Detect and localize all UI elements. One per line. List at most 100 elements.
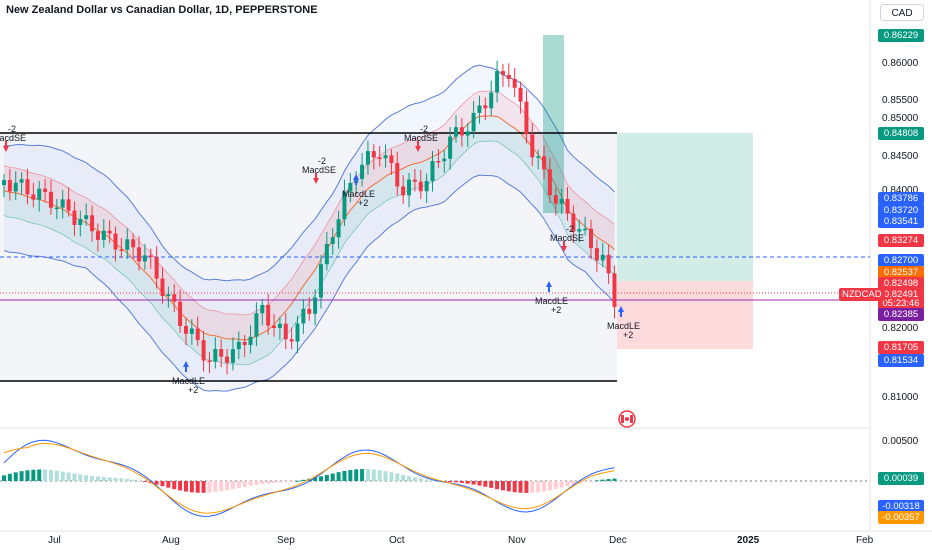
candle-body bbox=[453, 127, 458, 137]
macd-tag: -0.00318 bbox=[878, 500, 924, 513]
macd-bar bbox=[125, 478, 130, 481]
macd-bar bbox=[60, 471, 65, 481]
macd-bar bbox=[260, 481, 265, 485]
candle-body bbox=[137, 247, 142, 262]
macd-bar bbox=[142, 481, 147, 482]
price-tag: 0.83274 bbox=[878, 234, 924, 247]
macd-bar bbox=[107, 477, 112, 481]
candle-body bbox=[336, 219, 341, 238]
date-axis[interactable]: Jul Aug Sep Oct Nov Dec 2025 Feb bbox=[0, 531, 873, 550]
candle-body bbox=[84, 215, 89, 220]
candle-body bbox=[154, 256, 159, 279]
price-tag: 0.82498 bbox=[878, 277, 924, 290]
macd-bar bbox=[600, 479, 605, 481]
candle-body bbox=[448, 136, 453, 159]
macd-bar bbox=[37, 469, 42, 481]
macd-bar bbox=[571, 481, 576, 485]
candle-body bbox=[395, 162, 400, 187]
macd-bar bbox=[395, 473, 400, 481]
macd-bar bbox=[518, 481, 523, 493]
macd-bar bbox=[412, 477, 417, 481]
svg-text:-2: -2 bbox=[318, 156, 326, 166]
macd-bar bbox=[289, 481, 294, 482]
candle-body bbox=[524, 101, 529, 135]
candle-body bbox=[125, 239, 130, 250]
svg-text:MacdLE: MacdLE bbox=[342, 189, 375, 199]
candle-body bbox=[113, 233, 118, 250]
macd-bar bbox=[354, 469, 359, 481]
candle-body bbox=[183, 326, 188, 334]
macd-bar bbox=[13, 472, 18, 481]
svg-text:MacdSE: MacdSE bbox=[550, 233, 584, 243]
candle-body bbox=[371, 151, 376, 158]
candle-body bbox=[172, 294, 177, 302]
macd-bar bbox=[160, 481, 165, 487]
macd-tick-label: 0.00500 bbox=[882, 436, 919, 447]
candle-body bbox=[19, 179, 24, 183]
macd-bar bbox=[207, 481, 212, 493]
candle-body bbox=[254, 313, 259, 337]
currency-button[interactable]: CAD bbox=[880, 4, 924, 21]
candle-body bbox=[37, 188, 42, 200]
macd-bar bbox=[84, 475, 89, 481]
svg-text:+2: +2 bbox=[623, 330, 633, 340]
price-tag: 0.81534 bbox=[878, 354, 924, 367]
macd-bar bbox=[465, 481, 470, 484]
candle-body bbox=[189, 328, 194, 334]
candle-body bbox=[236, 341, 241, 350]
candle-body bbox=[266, 304, 271, 326]
date-tick-label: 2025 bbox=[737, 535, 760, 546]
position-loss-zone bbox=[617, 281, 753, 349]
macd-bar bbox=[213, 481, 218, 492]
macd-bar bbox=[477, 481, 482, 486]
candle-body bbox=[13, 182, 18, 192]
macd-bar bbox=[342, 470, 347, 481]
macd-bar bbox=[453, 481, 458, 483]
macd-bar bbox=[565, 481, 570, 487]
macd-bar bbox=[418, 478, 423, 481]
macd-bar bbox=[524, 481, 529, 493]
macd-bar bbox=[119, 478, 124, 481]
macd-bar bbox=[471, 481, 476, 485]
macd-bar bbox=[301, 479, 306, 481]
macd-bar bbox=[113, 477, 118, 481]
price-tag: 0.82700 bbox=[878, 254, 924, 267]
macd-bar bbox=[506, 481, 511, 492]
candle-body bbox=[465, 131, 470, 136]
macd-bar bbox=[101, 477, 106, 481]
macd-bar bbox=[360, 469, 365, 481]
price-tag: 0.83786 bbox=[878, 192, 924, 205]
signals-layer: MacdSE-2MacdSE-2MacdLE+2MacdSE-2MacdLE+2… bbox=[0, 124, 640, 395]
date-tick-label: Oct bbox=[389, 535, 405, 546]
macd-bar bbox=[383, 471, 388, 481]
macd-bar bbox=[389, 472, 394, 481]
candle-body bbox=[54, 207, 59, 210]
candle-body bbox=[48, 191, 53, 208]
candle-body bbox=[207, 360, 212, 363]
macd-short-signal: MacdSE-2 bbox=[302, 156, 336, 184]
macd-bar bbox=[43, 469, 48, 481]
price-tag: 0.83720 bbox=[878, 204, 924, 217]
macd-bar bbox=[401, 474, 406, 481]
candle-body bbox=[213, 349, 218, 362]
candle-body bbox=[60, 199, 65, 208]
candle-body bbox=[277, 323, 282, 328]
macd-bar bbox=[166, 481, 171, 488]
macd-bar bbox=[277, 481, 282, 483]
candle-body bbox=[195, 328, 200, 341]
macd-tag: 0.00039 bbox=[878, 472, 924, 485]
bb-upper-line bbox=[3, 64, 615, 282]
price-tag: 0.82537 bbox=[878, 266, 924, 279]
candle-body bbox=[518, 87, 523, 102]
candle-body bbox=[318, 264, 323, 298]
macd-bar bbox=[95, 476, 100, 481]
macd-bar bbox=[489, 481, 494, 488]
macd-bar bbox=[559, 481, 564, 488]
target-marker-zone bbox=[543, 35, 564, 213]
candle-body bbox=[553, 195, 558, 204]
price-tag: 0.83541 bbox=[878, 215, 924, 228]
symbol-tag: NZDCAD bbox=[839, 288, 885, 301]
candle-body bbox=[201, 340, 206, 361]
price-tick-label: 0.84000 bbox=[882, 185, 919, 196]
